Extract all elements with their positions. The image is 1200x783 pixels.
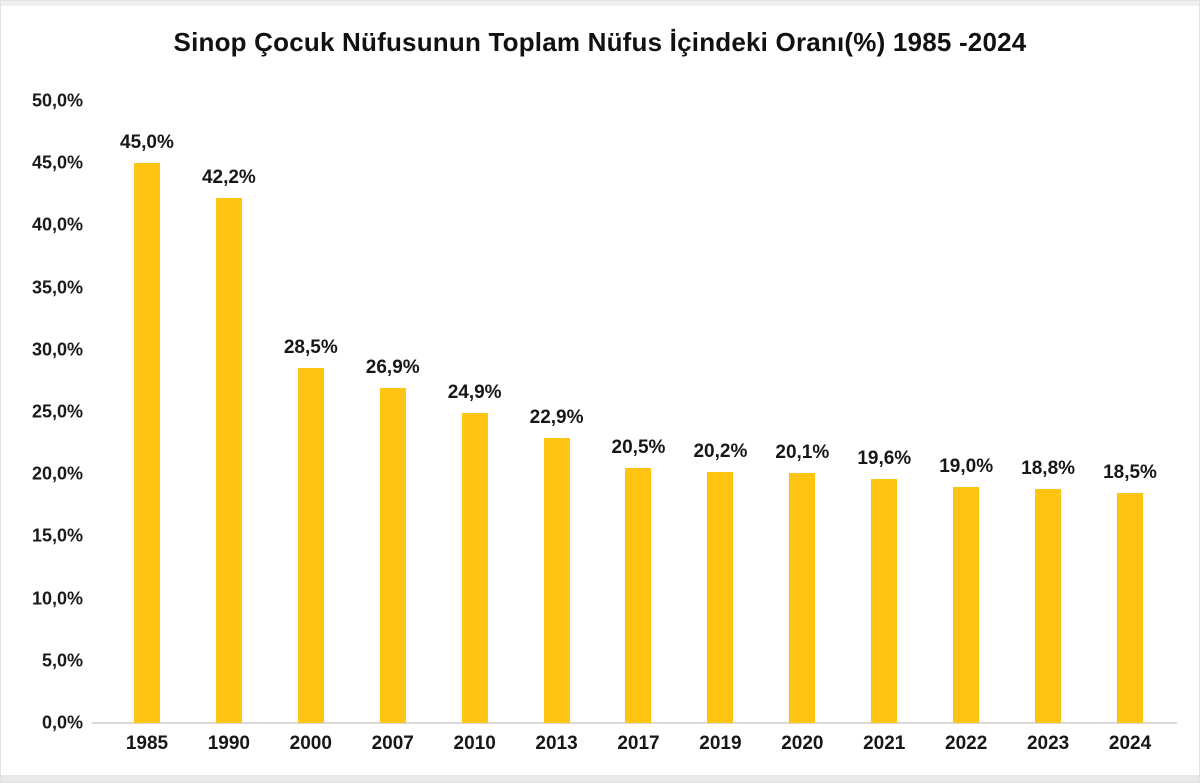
bar-column: 22,9% <box>516 101 598 723</box>
bar-value-label: 20,5% <box>611 436 666 458</box>
bar-column: 45,0% <box>106 101 188 723</box>
bar-value-label: 45,0% <box>120 132 174 154</box>
bar <box>953 486 980 723</box>
bar-column: 19,6% <box>843 101 925 723</box>
x-category-label: 2007 <box>371 733 414 754</box>
x-category-label: 2022 <box>945 733 988 754</box>
bar-column: 18,5% <box>1089 101 1171 723</box>
bar <box>707 471 734 723</box>
bar-value-label: 20,2% <box>693 440 748 462</box>
bottom-edge-strip <box>1 775 1199 782</box>
bar-value-label: 19,6% <box>857 448 912 470</box>
x-category-label: 2020 <box>781 733 824 754</box>
bar <box>871 479 898 723</box>
y-tick-label: 5,0% <box>41 650 83 671</box>
plot-area: 45,0% 42,2% 28,5% 26,9% 24,9% 22,9% 20,5% 20,2%… <box>92 101 1177 724</box>
bar-column: 42,2% <box>188 101 270 723</box>
bar-column: 26,9% <box>352 101 434 723</box>
bar-value-label: 19,0% <box>939 455 994 477</box>
bar <box>625 467 652 723</box>
bar <box>461 413 488 723</box>
x-category-label: 2017 <box>617 733 660 754</box>
y-tick-label: 30,0% <box>31 339 83 360</box>
y-tick-label: 25,0% <box>31 401 83 422</box>
bar-value-label: 20,1% <box>775 441 830 463</box>
bar-value-label: 28,5% <box>283 337 338 359</box>
y-tick-label: 0,0% <box>41 712 83 733</box>
x-axis: 1985 1990 2000 2007 2010 2013 2017 2019 2020 2021… <box>106 733 1171 755</box>
bar-value-label: 18,5% <box>1103 461 1157 483</box>
bar-column: 18,8% <box>1007 101 1089 723</box>
x-category-label: 2024 <box>1108 733 1152 754</box>
bar-column: 24,9% <box>434 101 516 723</box>
bar-column: 28,5% <box>270 101 352 723</box>
bar <box>297 368 324 723</box>
bar <box>133 163 160 723</box>
y-tick-label: 45,0% <box>31 152 83 173</box>
top-edge-strip <box>1 1 1199 6</box>
x-category-label: 1990 <box>207 733 251 754</box>
y-axis: 50,0% 45,0% 40,0% 35,0% 30,0% 25,0% 20,0% 15,0%… <box>1 91 85 733</box>
x-category-label: 2000 <box>289 733 332 754</box>
bar <box>1035 489 1062 723</box>
x-category-label: 2013 <box>535 733 578 754</box>
bar-column: 20,5% <box>598 101 680 723</box>
bar-value-label: 22,9% <box>529 407 584 429</box>
bar <box>543 438 570 723</box>
bars-container: 45,0% 42,2% 28,5% 26,9% 24,9% 22,9% 20,5% 20,2%… <box>106 101 1171 723</box>
bar-value-label: 18,8% <box>1021 458 1076 480</box>
bar <box>215 198 242 723</box>
x-category-label: 2010 <box>453 733 496 754</box>
bar-column: 20,1% <box>761 101 843 723</box>
y-tick-label: 50,0% <box>31 90 83 111</box>
bar-value-label: 24,9% <box>447 382 502 404</box>
y-tick-label: 10,0% <box>31 588 83 609</box>
bar-value-label: 26,9% <box>365 357 420 379</box>
y-tick-label: 15,0% <box>31 525 83 546</box>
x-axis-line <box>92 722 1177 724</box>
y-tick-label: 40,0% <box>31 214 83 235</box>
x-category-label: 2023 <box>1026 733 1070 754</box>
bar-column: 20,2% <box>679 101 761 723</box>
bar <box>1117 492 1144 723</box>
y-tick-label: 35,0% <box>31 277 83 298</box>
bar <box>379 388 406 723</box>
bar-value-label: 42,2% <box>201 167 256 189</box>
bar-column: 19,0% <box>925 101 1007 723</box>
x-category-label: 2019 <box>699 733 742 754</box>
bar <box>789 472 816 723</box>
x-category-label: 2021 <box>863 733 906 754</box>
y-tick-label: 20,0% <box>31 463 83 484</box>
x-category-label: 1985 <box>125 733 169 754</box>
chart-title: Sinop Çocuk Nüfusunun Toplam Nüfus İçind… <box>173 27 1027 57</box>
